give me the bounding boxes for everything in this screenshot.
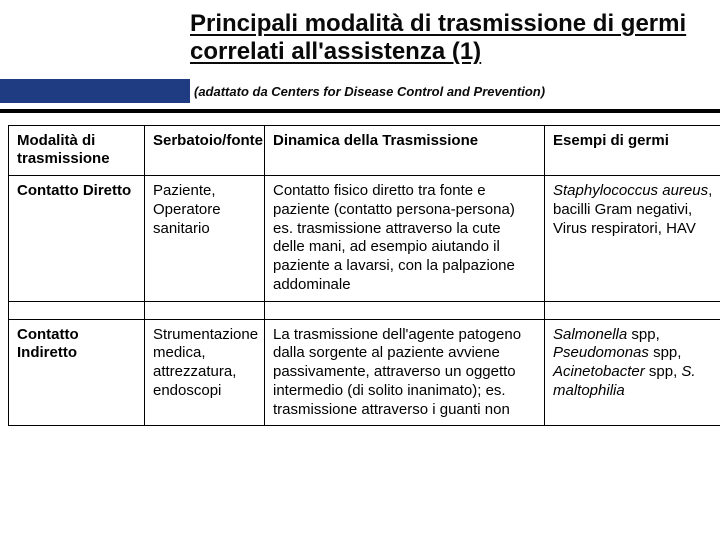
table-container: Modalità di trasmissione Serbatoio/fonte… [0, 113, 720, 427]
mode-label: Contatto Diretto [17, 182, 131, 199]
title-block: Principali modalità di trasmissione di g… [190, 0, 720, 73]
header-left-gap [0, 0, 190, 73]
cell-source: Strumentazione medica, attrezzatura, end… [145, 319, 265, 426]
cell-examples: Salmonella spp, Pseudomonas spp, Acineto… [545, 319, 720, 426]
col-header-source: Serbatoio/fonte [145, 125, 265, 176]
col-header-mode: Modalità di trasmissione [9, 125, 145, 176]
accent-bar [0, 79, 190, 103]
cell-dynamics: La trasmissione dell'agente patogeno dal… [265, 319, 545, 426]
table-row: Contatto Diretto Paziente, Operatore san… [9, 176, 720, 302]
subtitle-text: (adattato da Centers for Disease Control… [190, 82, 720, 99]
col-header-dynamics: Dinamica della Trasmissione [265, 125, 545, 176]
cell-dynamics: Contatto fisico diretto tra fonte e pazi… [265, 176, 545, 302]
table-row: Contatto Indiretto Strumentazione medica… [9, 319, 720, 426]
transmission-table: Modalità di trasmissione Serbatoio/fonte… [8, 125, 720, 427]
subtitle-row: (adattato da Centers for Disease Control… [0, 79, 720, 103]
cell-mode: Contatto Diretto [9, 176, 145, 302]
table-header-row: Modalità di trasmissione Serbatoio/fonte… [9, 125, 720, 176]
cell-examples: Staphylococcus aureus, bacilli Gram nega… [545, 176, 720, 302]
mode-label: Contatto Indiretto [17, 326, 79, 362]
page-title: Principali modalità di trasmissione di g… [190, 10, 700, 67]
row-spacer [9, 301, 720, 319]
col-header-examples: Esempi di germi [545, 125, 720, 176]
cell-mode: Contatto Indiretto [9, 319, 145, 426]
cell-source: Paziente, Operatore sanitario [145, 176, 265, 302]
header: Principali modalità di trasmissione di g… [0, 0, 720, 73]
